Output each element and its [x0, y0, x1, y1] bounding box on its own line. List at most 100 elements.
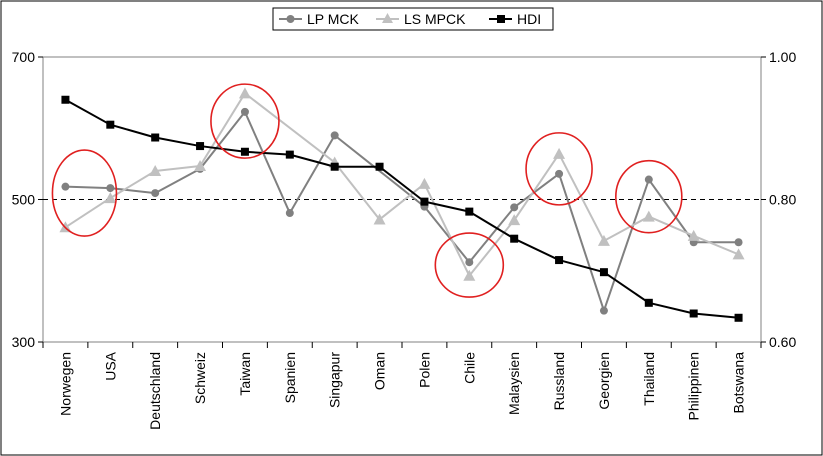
x-tick-label: Deutschland [147, 352, 163, 430]
series-line-lp-mck [244, 111, 291, 214]
point-hdi [375, 162, 384, 171]
series-line-ls-mpck [199, 92, 246, 167]
series-layer [59, 87, 745, 322]
point-hdi [61, 95, 70, 104]
point-lp-mck [599, 306, 608, 315]
series-line-ls-mpck [64, 197, 111, 229]
series-line-ls-mpck [468, 219, 515, 277]
series-line-lp-mck [154, 167, 201, 194]
series-line-hdi [558, 259, 605, 274]
series-line-ls-mpck [423, 183, 471, 277]
point-lp-mck [151, 189, 160, 198]
x-tick-label: Russland [551, 352, 567, 410]
series-line-ls-mpck [109, 170, 156, 199]
x-tick-label: Georgien [596, 352, 612, 410]
series-line-hdi [603, 271, 650, 304]
series-line-ls-mpck [603, 215, 650, 242]
point-lp-mck [285, 209, 294, 218]
point-ls-mpck [597, 234, 610, 246]
point-ls-mpck [238, 87, 251, 99]
x-tick-label: Chile [461, 352, 477, 384]
point-hdi [734, 313, 743, 322]
series-line-lp-mck [513, 173, 560, 209]
series-line-ls-mpck [333, 161, 381, 221]
x-tick-label: Polen [416, 352, 432, 388]
x-tick-label: Oman [372, 352, 388, 390]
point-lp-mck [555, 169, 564, 178]
series-line-lp-mck [110, 187, 156, 195]
series-line-hdi [64, 98, 111, 126]
x-tick-label: Norwegen [57, 352, 73, 416]
series-line-ls-mpck [648, 215, 695, 237]
legend-label-lp-mck: LP MCK [307, 11, 360, 27]
point-lp-mck [510, 203, 519, 212]
highlight-ellipses [51, 83, 683, 298]
y-left-tick-label: 300 [12, 334, 36, 350]
legend: LP MCK LS MPCK HDI [272, 7, 554, 31]
y-right-tick-label: 1.00 [769, 49, 796, 65]
point-hdi [240, 147, 249, 156]
legend-box [272, 7, 554, 31]
series-line-hdi [693, 312, 739, 319]
legend-item-hdi: HDI [489, 11, 541, 27]
series-line-ls-mpck [693, 234, 739, 256]
point-hdi [599, 268, 608, 277]
point-lp-mck [465, 258, 474, 267]
series-line-lp-mck [199, 111, 246, 170]
point-lp-mck [106, 184, 115, 193]
series-line-ls-mpck [558, 153, 605, 242]
y-left-tick-label: 500 [12, 192, 36, 208]
x-tick-label: Singapur [327, 352, 343, 408]
series-line-hdi [110, 123, 156, 139]
series-line-ls-mpck [155, 165, 201, 172]
point-hdi [151, 133, 160, 142]
series-line-hdi [289, 153, 335, 168]
point-lp-mck [734, 238, 743, 247]
y-right-tick-label: 0.60 [769, 334, 796, 350]
x-tick-label: Malaysien [506, 352, 522, 415]
series-line-hdi [468, 210, 515, 240]
series-line-lp-mck [558, 173, 605, 311]
series-line-hdi [424, 200, 470, 213]
axes: 300 500 700 0.60 0.80 1.00 [12, 49, 797, 350]
series-line-lp-mck [602, 179, 650, 311]
highlight-ellipse [434, 232, 505, 298]
highlight-ellipse [51, 149, 118, 237]
point-hdi [420, 197, 429, 206]
x-tick-label: Philippinen [686, 352, 702, 421]
point-lp-mck [240, 107, 249, 116]
y-right-tick-label: 0.80 [769, 192, 796, 208]
point-ls-mpck [687, 229, 700, 241]
point-hdi [689, 309, 698, 318]
highlight-ellipse [210, 83, 280, 159]
point-hdi [510, 234, 519, 243]
point-hdi [106, 120, 115, 129]
point-hdi [285, 150, 294, 159]
series-line-lp-mck [468, 206, 515, 263]
legend-item-ls-mpck: LS MPCK [376, 11, 466, 27]
point-ls-mpck [553, 147, 566, 159]
series-line-hdi [378, 165, 426, 203]
series-line-hdi [155, 136, 201, 148]
series-line-lp-mck [65, 185, 111, 190]
series-line-hdi [513, 237, 560, 261]
point-ls-mpck [194, 160, 207, 172]
series-line-ls-mpck [378, 183, 426, 221]
point-ls-mpck [418, 177, 431, 189]
series-line-hdi [648, 301, 694, 315]
series-line-lp-mck [288, 134, 336, 214]
x-tick-label: Taiwan [237, 352, 253, 396]
x-tick-label: Schweiz [192, 352, 208, 404]
y-left-tick-label: 700 [12, 49, 36, 65]
series-line-ls-mpck [244, 92, 336, 164]
series-line-hdi [244, 150, 290, 156]
series-line-lp-mck [423, 205, 471, 263]
highlight-ellipse [615, 159, 683, 234]
point-hdi [196, 142, 205, 151]
point-hdi [644, 298, 653, 307]
highlight-ellipse [525, 132, 593, 206]
point-lp-mck [644, 175, 653, 184]
point-ls-mpck [508, 214, 521, 226]
